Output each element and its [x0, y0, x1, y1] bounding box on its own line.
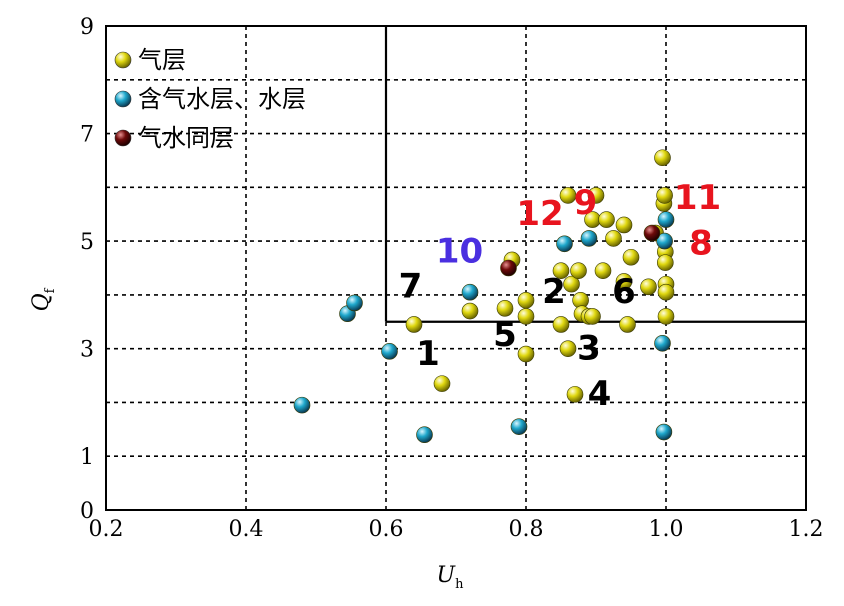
point-annotation-label: 12 [516, 194, 563, 234]
x-tick-label: 1.2 [789, 517, 824, 542]
y-tick-label: 7 [80, 123, 94, 148]
data-point-series-1 [656, 254, 674, 271]
data-point-series-2 [556, 235, 573, 253]
point-annotation-label: 11 [674, 178, 721, 218]
x-tick-label: 1.0 [649, 517, 684, 542]
data-point-series-2 [416, 426, 433, 444]
data-point-series-1 [640, 278, 657, 296]
y-tick-label: 1 [80, 445, 94, 470]
x-axis-label-main: U [437, 563, 457, 588]
point-annotation-label: 3 [577, 328, 601, 368]
data-point-series-1 [461, 302, 479, 320]
data-point-series-2 [656, 232, 673, 250]
data-point-series-1 [517, 345, 535, 363]
point-annotation-label: 1 [416, 334, 440, 374]
y-tick-label: 5 [80, 230, 94, 255]
data-point-series-1 [566, 386, 584, 403]
data-point-series-2 [654, 334, 671, 352]
data-point-series-2 [293, 396, 311, 414]
data-point-series-1 [496, 300, 514, 317]
data-point-series-2 [580, 230, 598, 247]
point-annotation-label: 10 [436, 232, 483, 272]
y-tick-label: 9 [80, 15, 94, 40]
data-point-series-1 [552, 262, 570, 279]
x-tick-labels: 0.2 0.4 0.6 0.8 1.0 1.2 [89, 517, 824, 542]
data-point-series-1 [657, 283, 675, 301]
legend-entry-label: 含气水层、水层 [138, 85, 306, 113]
x-axis-label: Uh [437, 563, 465, 592]
threshold-lines [384, 26, 806, 323]
legend-entry-label: 气层 [138, 46, 186, 74]
y-axis-label-sub: f [43, 287, 58, 293]
data-points [293, 149, 675, 444]
legend-marker [114, 129, 132, 147]
data-point-series-1 [405, 316, 423, 333]
data-point-series-3 [500, 259, 517, 277]
data-point-series-2 [510, 418, 528, 435]
data-point-series-1 [570, 262, 587, 279]
point-annotation-label: 6 [612, 272, 636, 312]
x-axis-label-sub: h [455, 577, 464, 592]
data-point-series-3 [643, 224, 661, 242]
data-point-series-1 [517, 308, 535, 325]
x-tick-label: 0.2 [89, 517, 124, 542]
data-point-series-1 [559, 340, 577, 357]
data-point-series-1 [657, 308, 675, 325]
y-axis-label: Qf [29, 287, 58, 311]
data-point-series-2 [655, 423, 673, 441]
data-point-series-1 [552, 316, 570, 333]
data-point-series-1 [619, 316, 636, 333]
y-axis-label-main: Q [29, 293, 54, 311]
legend-marker [114, 51, 132, 69]
y-tick-label: 3 [80, 338, 94, 363]
data-point-series-1 [433, 375, 451, 392]
data-point-series-1 [563, 275, 580, 293]
legend-marker [114, 90, 132, 108]
data-point-series-2 [461, 283, 479, 301]
point-annotation-label: 2 [542, 272, 566, 312]
point-annotation-label: 7 [399, 267, 423, 307]
data-point-series-1 [517, 291, 535, 309]
data-point-series-1 [594, 262, 612, 279]
data-point-series-1 [656, 187, 673, 204]
y-tick-label: 0 [80, 499, 94, 524]
data-point-series-2 [381, 343, 398, 360]
x-tick-label: 0.8 [509, 517, 544, 542]
data-point-series-1 [654, 149, 671, 167]
point-annotation-label: 8 [689, 224, 713, 264]
point-annotation-label: 9 [574, 183, 598, 223]
data-point-series-1 [598, 211, 615, 228]
data-point-series-1 [622, 248, 640, 266]
plot-frame [105, 25, 807, 511]
y-tick-labels: 0 1 3 5 7 9 [80, 15, 94, 524]
data-point-series-1 [615, 273, 633, 290]
point-annotation-label: 5 [493, 315, 517, 355]
data-point-series-1 [605, 230, 622, 247]
legend-entry-label: 气水同层 [138, 124, 234, 152]
data-point-series-1 [584, 308, 601, 325]
x-tick-label: 0.4 [229, 517, 264, 542]
data-point-series-2 [657, 211, 675, 228]
x-tick-label: 0.6 [369, 517, 404, 542]
point-annotation-label: 4 [588, 374, 612, 414]
data-point-series-2 [346, 294, 363, 312]
data-point-series-1 [615, 216, 633, 234]
data-point-series-1 [587, 187, 605, 204]
data-point-series-1 [559, 187, 577, 204]
